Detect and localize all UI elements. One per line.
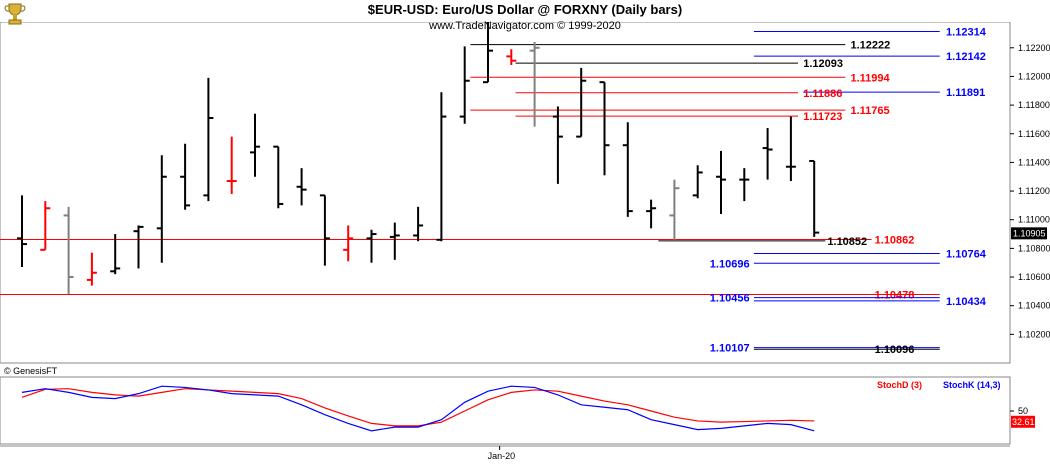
y-tick-label: 1.10600 (1018, 272, 1050, 282)
data-credit: © GenesisFT (4, 366, 58, 376)
ohlc-bar (366, 229, 377, 263)
y-tick-label: 1.12000 (1018, 71, 1050, 81)
ohlc-bar (110, 234, 121, 275)
y-tick-label: 1.11200 (1018, 186, 1050, 196)
y-tick-label: 1.10800 (1018, 243, 1050, 253)
level-label: 1.10096 (875, 344, 915, 356)
y-tick-label: 1.10400 (1018, 301, 1050, 311)
ohlc-bar (692, 165, 703, 199)
ohlc-bar (180, 143, 191, 210)
level-label: 1.11994 (851, 72, 891, 84)
ohlc-bar (646, 199, 657, 229)
ohlc-bar (133, 225, 144, 269)
ohlc-bar (762, 128, 773, 180)
ohlc-bar (273, 145, 284, 209)
ohlc-bar (716, 150, 726, 214)
indicator-panel-frame (0, 376, 1011, 445)
last-price-label: 1.10905 (1013, 228, 1046, 238)
ohlc-bar (156, 155, 167, 263)
x-tick-label: Jan-20 (488, 451, 516, 461)
ohlc-bar (529, 42, 540, 127)
y-tick-label: 1.11600 (1018, 129, 1050, 139)
stoch-tick-label: 50 (1018, 406, 1028, 416)
ohlc-bar (319, 194, 330, 266)
level-label: 1.10478 (875, 290, 915, 302)
stoch-line (21, 388, 815, 427)
ohlc-bar (17, 195, 27, 268)
level-label: 1.10764 (946, 249, 987, 261)
ohlc-bar (483, 22, 493, 84)
legend-stochd: StochD (3) (877, 380, 922, 390)
ohlc-bar (739, 168, 750, 202)
ohlc-bar (250, 113, 260, 177)
ohlc-bar (599, 81, 610, 176)
last-price-box (1011, 227, 1047, 240)
ohlc-bar (203, 77, 214, 202)
level-label: 1.11886 (803, 88, 842, 100)
stoch-line (21, 385, 815, 432)
time-axis-strip (0, 445, 1050, 464)
stoch-value-box (1011, 415, 1035, 428)
y-tick-label: 1.11800 (1018, 100, 1050, 110)
chart-header: $EUR-USD: Euro/US Dollar @ FORXNY (Daily… (0, 0, 1050, 25)
y-tick-label: 1.11400 (1018, 157, 1050, 167)
level-label: 1.10852 (827, 236, 867, 248)
ohlc-bar (413, 206, 424, 242)
level-label: 1.10862 (875, 234, 915, 246)
chart-title: $EUR-USD: Euro/US Dollar @ FORXNY (Daily… (367, 2, 683, 17)
ohlc-bar (809, 159, 820, 237)
ohlc-bar (40, 201, 51, 251)
ohlc-bar (785, 116, 796, 182)
price-panel-frame (0, 21, 1011, 364)
trophy-logo-icon (4, 3, 26, 25)
ohlc-bar (436, 92, 447, 242)
level-label: 1.10434 (946, 296, 987, 308)
y-tick-label: 1.11000 (1018, 215, 1050, 225)
level-label: 1.11765 (851, 105, 890, 117)
ohlc-bar (63, 206, 74, 295)
ohlc-bar (622, 122, 633, 217)
level-label: 1.10696 (710, 258, 750, 270)
ohlc-bar (389, 222, 400, 260)
ohlc-bar (343, 225, 354, 262)
stoch-value-label: 32.61 (1012, 417, 1035, 427)
chart-subtitle: www.TradeNavigator.com © 1999-2020 (429, 20, 621, 32)
ohlc-bar (669, 179, 680, 240)
level-label: 1.12093 (803, 58, 843, 70)
ohlc-bar (226, 136, 237, 194)
y-tick-label: 1.12200 (1018, 43, 1050, 53)
level-label: 1.10107 (710, 343, 750, 355)
level-label: 1.12142 (946, 51, 986, 63)
level-label: 1.10456 (710, 293, 750, 305)
ohlc-bar (459, 46, 470, 124)
ohlc-bar (86, 252, 97, 286)
ohlc-bar (576, 67, 587, 138)
ohlc-bar (506, 49, 517, 65)
y-tick-label: 1.10200 (1018, 329, 1050, 339)
ohlc-bar (296, 168, 307, 206)
level-label: 1.11891 (946, 87, 985, 99)
level-label: 1.12222 (851, 40, 891, 52)
legend-stochk: StochK (14,3) (943, 380, 1001, 390)
ohlc-bar (552, 106, 563, 184)
level-label: 1.12314 (946, 26, 987, 38)
level-label: 1.11723 (803, 111, 842, 123)
